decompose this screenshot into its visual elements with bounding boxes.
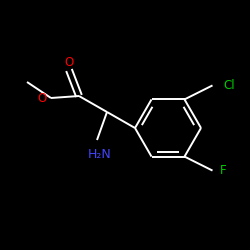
Text: Cl: Cl (224, 79, 235, 92)
Text: O: O (38, 92, 46, 106)
Text: H₂N: H₂N (88, 148, 112, 160)
Text: F: F (220, 164, 226, 177)
Text: O: O (64, 56, 74, 68)
